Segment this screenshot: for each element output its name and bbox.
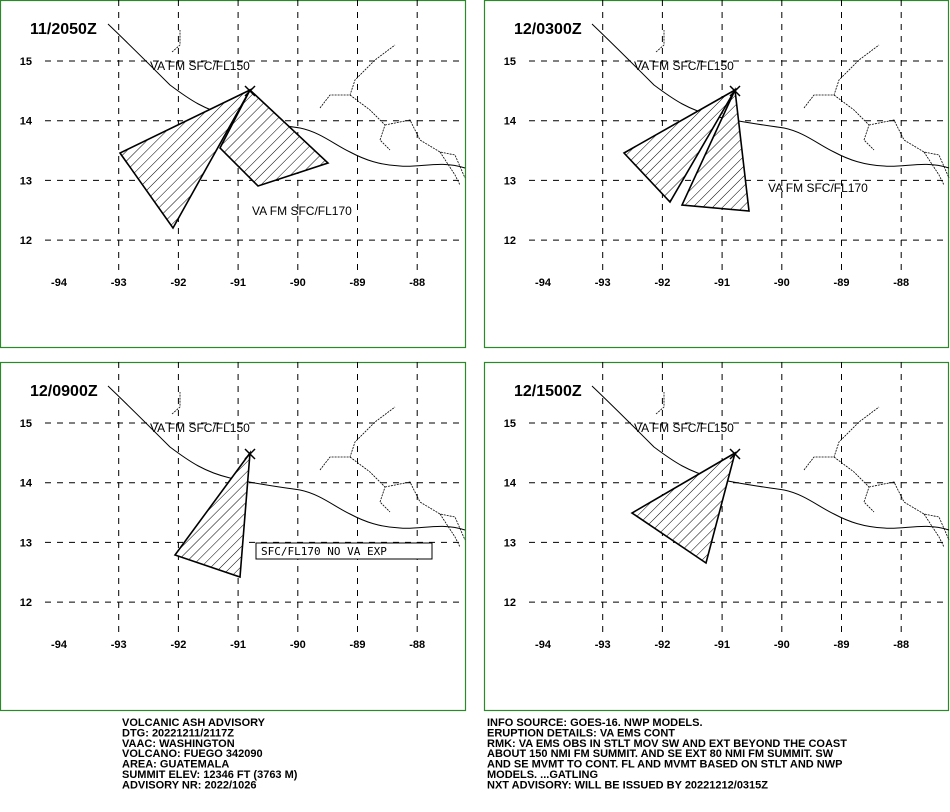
lon-label: -94 — [51, 277, 68, 289]
advisory-line: MODELS. ...GATLING — [487, 769, 598, 781]
ash-label: VA FM SFC/FL150 — [150, 421, 250, 435]
lat-label: 13 — [504, 537, 516, 549]
lat-label: 14 — [20, 478, 33, 490]
advisory-line: INFO SOURCE: GOES-16. NWP MODELS. — [487, 717, 703, 729]
panel: -88 -89 -90 -91 -92 -93 -94 12 13 14 15 12/1500Z V… — [483, 361, 950, 712]
panel-title: 12/0900Z — [30, 383, 98, 400]
ash-area — [622, 87, 738, 204]
lon-label: -88 — [893, 639, 909, 651]
lon-label: -90 — [774, 277, 790, 289]
lat-label: 15 — [20, 418, 32, 430]
ash-area — [219, 88, 330, 187]
lat-label: 14 — [504, 116, 517, 128]
lon-label: -94 — [535, 277, 552, 289]
lat-label: 13 — [20, 537, 32, 549]
advisory-line: ERUPTION DETAILS: VA EMS CONT — [487, 727, 675, 739]
ash-label: VA FM SFC/FL150 — [634, 59, 734, 73]
advisory-line: VOLCANIC ASH ADVISORY — [122, 717, 266, 729]
lon-label: -89 — [350, 277, 366, 289]
label-box — [255, 542, 433, 560]
lat-label: 12 — [20, 235, 32, 247]
lon-label: -90 — [290, 277, 306, 289]
advisory-line: ABOUT 150 NMI FM SUMMIT. AND SE EXT 80 N… — [487, 748, 834, 760]
advisory-line: AREA: GUATEMALA — [122, 759, 229, 771]
ash-area — [173, 450, 252, 579]
ash-label: VA FM SFC/FL150 — [634, 421, 734, 435]
panel: -88 -89 -90 -91 -92 -93 -94 12 13 14 15 11/2050Z V… — [0, 0, 467, 349]
lat-label: 13 — [20, 175, 32, 187]
lon-label: -89 — [834, 639, 850, 651]
lon-label: -92 — [170, 639, 186, 651]
lat-label: 12 — [504, 235, 516, 247]
lat-label: 15 — [504, 56, 516, 68]
volcano — [729, 448, 741, 460]
advisory-line: RMK: VA EMS OBS IN STLT MOV SW AND EXT B… — [487, 738, 847, 750]
lon-label: -93 — [111, 277, 127, 289]
advisory-line: NXT ADVISORY: WILL BE ISSUED BY 20221212… — [487, 779, 768, 791]
lon-label: -93 — [111, 639, 127, 651]
lon-label: -93 — [595, 277, 611, 289]
panel-frame — [0, 0, 467, 349]
ash-area — [680, 87, 750, 212]
volcano — [729, 85, 741, 97]
ash-label: VA FM SFC/FL170 — [252, 204, 352, 218]
lat-label: 13 — [504, 175, 516, 187]
panel: -88 -89 -90 -91 -92 -93 -94 12 13 14 15 12/0900Z V… — [0, 361, 467, 712]
ash-label: VA FM SFC/FL170 — [768, 181, 868, 195]
panel-title: 12/1500Z — [514, 383, 582, 400]
lon-label: -92 — [170, 277, 186, 289]
lon-label: -94 — [51, 639, 68, 651]
lon-label: -91 — [714, 639, 730, 651]
advisory-line: VAAC: WASHINGTON — [122, 738, 235, 750]
lon-label: -93 — [595, 639, 611, 651]
lon-label: -88 — [409, 639, 425, 651]
panel-frame — [483, 361, 950, 712]
lon-label: -92 — [654, 277, 670, 289]
advisory-right: INFO SOURCE: GOES-16. NWP MODELS.ERUPTIO… — [487, 717, 847, 791]
advisory-line: SUMMIT ELEV: 12346 FT (3763 M) — [122, 769, 298, 781]
lat-label: 12 — [504, 597, 516, 609]
ash-area — [118, 88, 252, 230]
panel: -88 -89 -90 -91 -92 -93 -94 12 13 14 15 12/0300Z V… — [483, 0, 950, 349]
lon-label: -94 — [535, 639, 552, 651]
lat-label: 14 — [504, 478, 517, 490]
lat-label: 14 — [20, 116, 33, 128]
advisory-line: ADVISORY NR: 2022/1026 — [122, 779, 257, 791]
lon-label: -89 — [834, 277, 850, 289]
lon-label: -92 — [654, 639, 670, 651]
ash-area — [630, 451, 737, 565]
lon-label: -90 — [290, 639, 306, 651]
ash-label: SFC/FL170 NO VA EXP — [261, 545, 387, 558]
lon-label: -88 — [893, 277, 909, 289]
panel-title: 12/0300Z — [514, 21, 582, 38]
ash-label: VA FM SFC/FL150 — [150, 59, 250, 73]
lat-label: 12 — [20, 597, 32, 609]
lon-label: -91 — [714, 277, 730, 289]
lon-label: -88 — [409, 277, 425, 289]
advisory-line: AND SE MVMT TO CONT. FL AND MVMT BASED O… — [487, 759, 842, 771]
lon-label: -91 — [230, 639, 246, 651]
lon-label: -89 — [350, 639, 366, 651]
volcano — [244, 448, 256, 460]
lon-label: -91 — [230, 277, 246, 289]
panel-title: 11/2050Z — [30, 21, 97, 38]
lon-label: -90 — [774, 639, 790, 651]
lat-label: 15 — [504, 418, 516, 430]
advisory-line: VOLCANO: FUEGO 342090 — [122, 748, 263, 760]
volcano — [244, 85, 256, 97]
advisory-line: DTG: 20221211/2117Z — [122, 727, 234, 739]
lat-label: 15 — [20, 56, 32, 68]
